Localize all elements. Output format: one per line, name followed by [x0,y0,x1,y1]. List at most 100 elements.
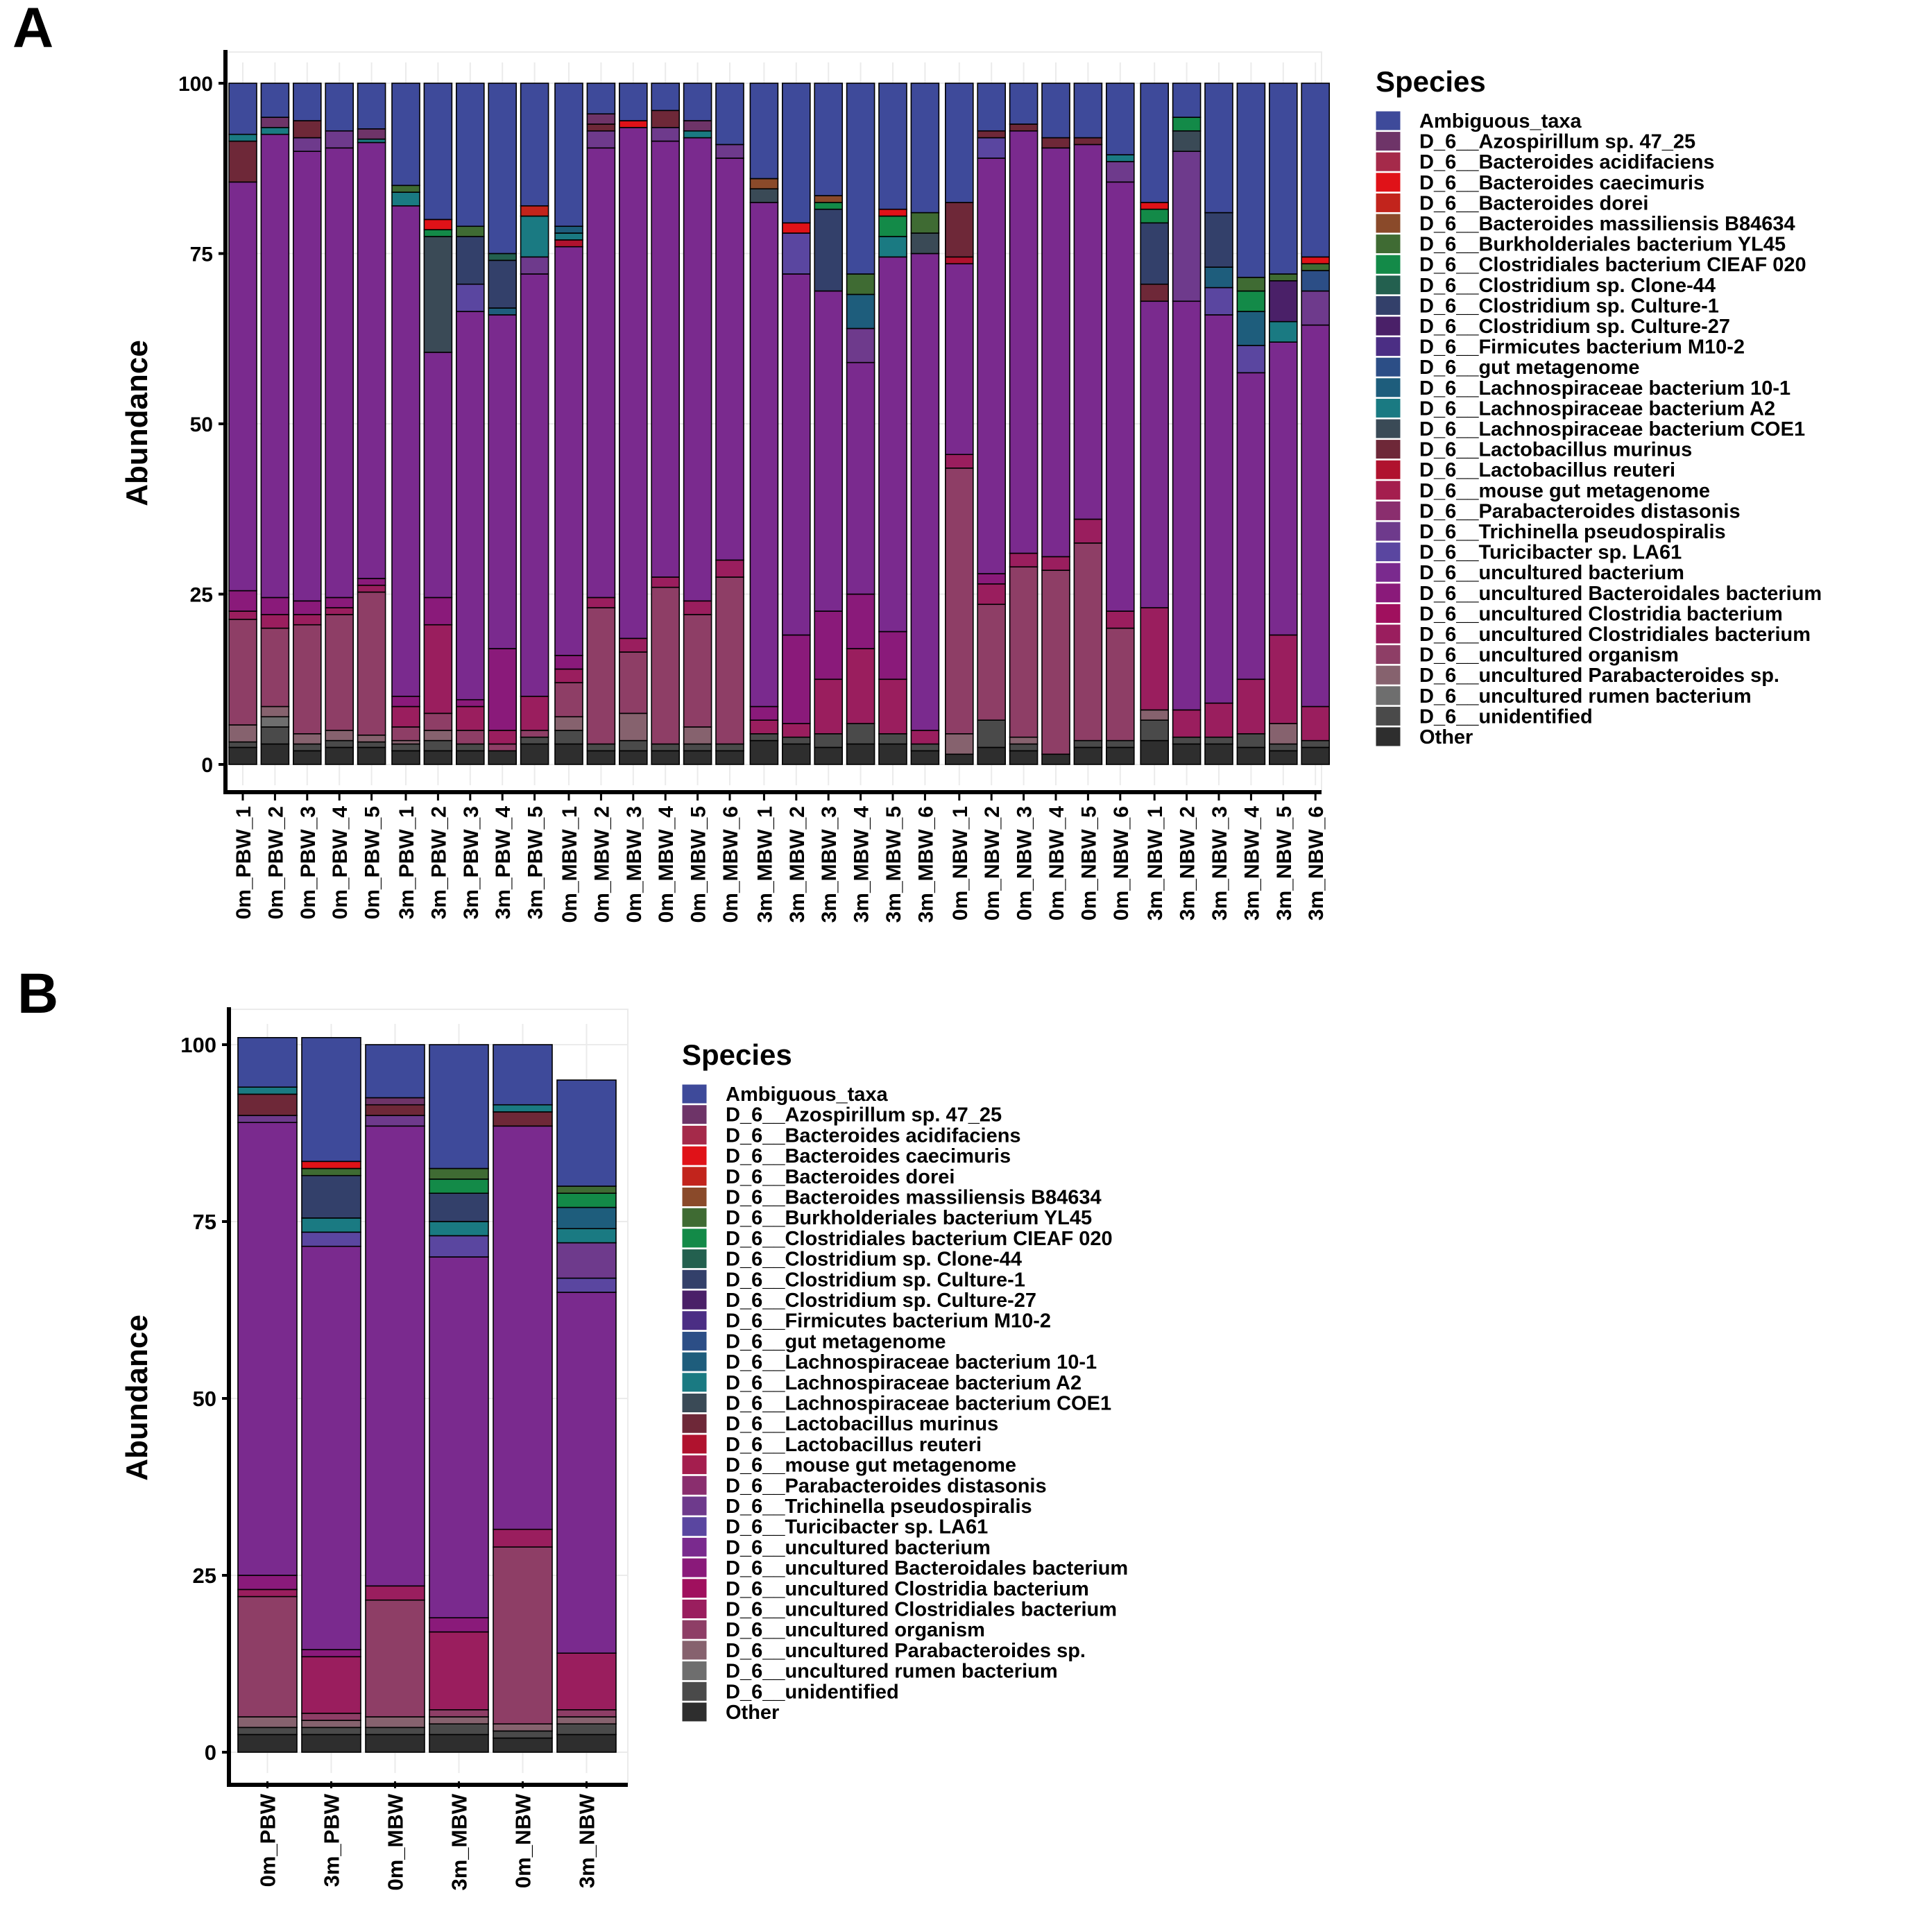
bar-segment-d-6-uncultured-bacterium [945,263,974,455]
bar-segment-d-6-uncultured-organism [325,614,354,731]
bar-segment-d-6-uncultured-organism [586,607,616,745]
bar-segment-d-6-clostridiales-bacterium-cieaf-020 [878,215,907,237]
bar-segment-d-6-uncultured-bacterium [1106,181,1135,612]
legend-swatch [681,1455,708,1475]
bar-segment-d-6-clostridiales-bacterium-cieaf-020 [423,229,453,237]
bar-segment-d-6-uncultured-bacterium [814,290,843,612]
x-tick-label: 3m_NBW_5 [1273,806,1296,921]
bar-segment-d-6-uncultured-bacterium [1236,372,1266,680]
bar-segment-d-6-lactobacillus-murinus [1041,137,1070,149]
bar-segment-d-6-uncultured-parabacteroides-sp [429,1716,489,1724]
bar-segment-d-6-lachnospiraceae-bacterium-10-1 [556,1206,617,1229]
bar-0m-mbw-3 [618,83,648,765]
bar-segment-d-6-uncultured-bacteroidales-bacterium [878,631,907,680]
bar-segment-d-6-uncultured-bacteroidales-bacterium [749,705,779,721]
legend-swatch [681,1166,708,1187]
bar-segment-other [1172,743,1202,765]
legend-label: D_6__Clostridium sp. Culture-1 [1419,295,1719,317]
bar-segment-d-6-lachnospiraceae-bacterium-coe1 [910,232,940,255]
legend-item: D_6__Bacteroides caecimuris [681,1145,1011,1167]
legend-item: D_6__Azospirillum sp. 47_25 [681,1104,1002,1127]
bar-segment-other [554,743,583,765]
legend-swatch [1375,275,1401,296]
bar-segment-ambiguous-taxa [910,83,940,214]
y-tick-label: 25 [193,1564,216,1588]
legend-label: D_6__uncultured organism [726,1619,985,1641]
legend-item: D_6__Clostridiales bacterium CIEAF 020 [1375,254,1806,276]
legend-swatch [1375,521,1401,542]
legend-label: D_6__Burkholderiales bacterium YL45 [1419,234,1786,256]
legend-swatch [1375,726,1401,747]
bar-0m-mbw-2 [586,83,616,765]
legend-swatch [1375,357,1401,377]
bar-segment-ambiguous-taxa [493,1044,553,1106]
bar-segment-d-6-uncultured-bacterium [1009,130,1038,554]
bar-segment-d-6-unidentified [520,736,549,745]
x-tick-label: 0m_MBW_4 [655,806,678,923]
bar-segment-d-6-clostridiales-bacterium-cieaf-020 [814,202,843,210]
bar-segment-d-6-uncultured-parabacteroides-sp [260,705,290,718]
bar-3m-pbw-2 [423,83,453,765]
bar-segment-d-6-uncultured-clostridiales-bacterium [455,705,485,731]
x-tick-label: 3m_NBW_1 [1144,806,1167,921]
bar-segment-d-6-trichinella-pseudospiralis [586,130,616,149]
legend-item: D_6__Lactobacillus murinus [681,1413,998,1435]
legend-item: D_6__Azospirillum sp. 47_25 [1375,131,1695,153]
legend-swatch [681,1393,708,1413]
panel-a-bars [228,83,1330,765]
bar-segment-d-6-uncultured-clostridiales-bacterium [715,559,744,578]
bar-segment-d-6-uncultured-clostridiales-bacterium [237,1589,298,1598]
bar-segment-d-6-uncultured-clostridiales-bacterium [1009,552,1038,568]
bar-segment-d-6-uncultured-organism [554,682,583,718]
legend-label: D_6__uncultured Bacteroidales bacterium [726,1557,1128,1579]
bar-segment-d-6-bacteroides-caecimuris [618,120,648,128]
legend-swatch [681,1310,708,1331]
legend-swatch [681,1145,708,1166]
legend-swatch [681,1104,708,1125]
bar-segment-ambiguous-taxa [1236,83,1266,278]
bar-segment-d-6-turicibacter-sp-la61 [1236,345,1266,374]
bar-segment-d-6-unidentified [301,1727,361,1736]
bar-segment-d-6-clostridium-sp-clone-44 [488,252,518,262]
bar-segment-d-6-burkholderiales-bacterium-yl45 [910,212,940,234]
legend-swatch [1375,397,1401,418]
bar-segment-d-6-lachnospiraceae-bacterium-10-1 [554,225,583,234]
bar-segment-other [365,1733,425,1753]
bar-segment-d-6-uncultured-rumen-bacterium [260,716,290,728]
legend-swatch [681,1681,708,1702]
bar-segment-other [1236,746,1266,765]
bar-0m-mbw-4 [651,83,681,765]
bar-segment-d-6-unidentified [683,743,712,752]
bar-segment-d-6-uncultured-clostridiales-bacterium [814,678,843,735]
legend-item: D_6__uncultured Parabacteroides sp. [1375,665,1779,687]
bar-segment-d-6-uncultured-bacteroidales-bacterium [391,695,420,708]
bar-segment-ambiguous-taxa [488,83,518,255]
legend-item: D_6__Trichinella pseudospiralis [681,1496,1032,1518]
bar-segment-ambiguous-taxa [365,1044,425,1099]
bar-segment-ambiguous-taxa [391,83,420,187]
bar-segment-ambiguous-taxa [651,83,681,112]
bar-segment-other [429,1733,489,1753]
panel-a-x-ticks: 0m_PBW_1 0m_PBW_2 0m_PBW_3 0m_PBW_4 0m_PBW_5… [232,794,1328,923]
legend-label: D_6__uncultured Bacteroidales bacterium [1419,583,1822,605]
bar-segment-other [556,1733,617,1753]
bar-segment-d-6-unidentified [455,743,485,752]
bar-segment-d-6-uncultured-parabacteroides-sp [618,712,648,742]
bar-segment-d-6-uncultured-clostridiales-bacterium [301,1656,361,1714]
y-tick-label: 75 [190,243,213,266]
legend-label: D_6__Turicibacter sp. LA61 [1419,542,1682,564]
bar-segment-d-6-unidentified [554,730,583,745]
bar-segment-d-6-lachnospiraceae-bacterium-a2 [683,130,712,139]
bar-segment-d-6-trichinella-pseudospiralis [520,256,549,275]
bar-segment-d-6-clostridiales-bacterium-cieaf-020 [1140,208,1169,224]
bar-segment-d-6-burkholderiales-bacterium-yl45 [1236,277,1266,292]
x-tick-label: 3m_NBW_2 [1177,806,1199,921]
legend-item: D_6__Burkholderiales bacterium YL45 [1375,234,1786,256]
bar-segment-d-6-bacteroides-caecimuris [423,219,453,230]
legend-swatch [1375,583,1401,603]
legend-item: D_6__Lachnospiraceae bacterium A2 [681,1372,1082,1394]
bar-segment-d-6-uncultured-parabacteroides-sp [357,734,386,743]
panel-b-y-ticks: 0 25 50 75 100 [180,1033,229,1765]
bar-segment-d-6-clostridium-sp-culture-1 [814,208,843,292]
legend-item: D_6__Parabacteroides distasonis [1375,500,1741,522]
